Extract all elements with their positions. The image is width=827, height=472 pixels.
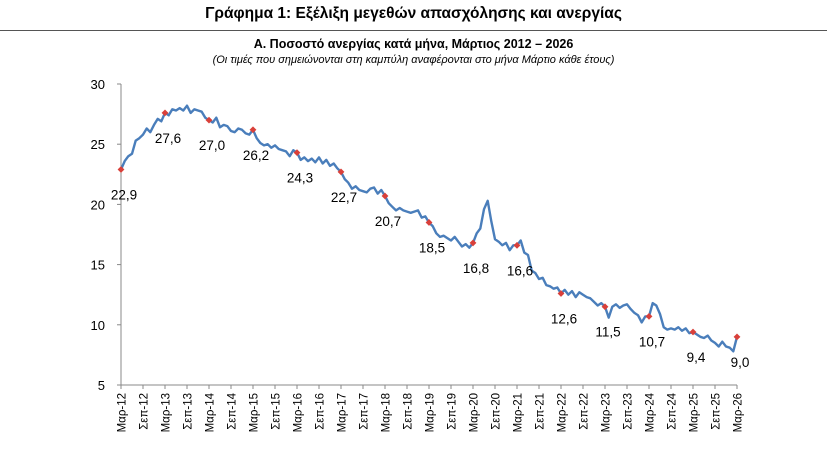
march-point-marker [249,126,257,134]
march-point-marker [645,312,653,320]
march-value-label: 22,9 [111,187,137,202]
chart-title: Α. Ποσοστό ανεργίας κατά μήνα, Μάρτιος 2… [253,37,574,51]
x-tick-label: Μαρ-26 [733,393,745,432]
title-divider [0,30,827,31]
march-point-marker [469,239,477,247]
x-tick-label: Μαρ-21 [513,393,525,432]
march-point-marker [117,166,125,173]
march-value-label: 10,7 [639,334,665,349]
march-value-label: 20,7 [375,214,401,229]
march-point-marker [337,168,345,176]
march-value-label: 26,2 [243,148,269,163]
x-tick-label: Μαρ-24 [645,392,657,432]
x-tick-label: Μαρ-14 [205,392,217,432]
march-value-label: 22,7 [331,190,357,205]
march-value-label: 27,6 [155,131,181,146]
x-tick-label: Σεπ-12 [139,393,151,430]
march-point-marker [689,328,697,336]
x-tick-label: Μαρ-16 [293,393,305,432]
march-value-label: 9,4 [687,350,706,365]
y-tick-label: 20 [91,197,105,212]
x-tick-label: Μαρ-12 [117,393,129,432]
march-value-label: 16,8 [463,261,489,276]
march-point-marker [161,109,169,117]
y-tick-label: 25 [91,137,105,152]
y-tick-label: 5 [98,378,105,393]
x-tick-label: Μαρ-17 [337,393,349,432]
march-point-marker [601,303,609,311]
y-tick-label: 10 [91,318,105,333]
x-tick-label: Μαρ-23 [601,393,613,432]
march-value-label: 12,6 [551,311,577,326]
x-tick-label: Σεπ-15 [271,393,283,430]
x-tick-label: Σεπ-13 [183,393,195,430]
x-tick-label: Μαρ-20 [469,393,481,432]
x-tick-label: Σεπ-16 [315,393,327,430]
x-tick-label: Σεπ-20 [491,393,503,430]
y-tick-label: 15 [91,258,105,273]
x-tick-label: Μαρ-18 [381,393,393,432]
x-tick-label: Σεπ-18 [403,393,415,430]
march-value-label: 9,0 [731,355,750,370]
x-tick-label: Σεπ-21 [535,393,547,430]
x-tick-label: Μαρ-13 [161,393,173,432]
march-value-label: 18,5 [419,240,445,255]
x-tick-label: Σεπ-19 [447,393,459,430]
chart-subtitle: (Οι τιμές που σημειώνονται στη καμπύλη α… [212,54,615,66]
march-value-label: 16,6 [507,263,533,278]
march-point-marker [557,290,565,297]
march-point-marker [513,241,521,249]
march-point-marker [381,192,389,200]
x-tick-label: Σεπ-17 [359,393,371,430]
figure-title: Γράφημα 1: Εξέλιξη μεγεθών απασχόλησης κ… [205,5,622,22]
march-point-marker [293,149,301,157]
march-value-label: 11,5 [595,325,620,340]
march-value-label: 27,0 [199,138,225,153]
x-tick-label: Σεπ-25 [711,393,723,430]
x-tick-label: Μαρ-25 [689,393,701,432]
x-tick-label: Σεπ-23 [623,393,635,430]
march-point-marker [205,116,213,124]
y-tick-label: 30 [91,77,105,92]
x-tick-label: Μαρ-19 [425,393,437,432]
march-point-marker [425,219,433,226]
march-value-label: 24,3 [287,171,313,186]
x-tick-label: Σεπ-22 [579,393,591,430]
x-tick-label: Σεπ-24 [667,392,679,429]
x-tick-label: Μαρ-15 [249,393,261,432]
x-tick-label: Μαρ-22 [557,393,569,432]
march-point-marker [733,333,741,341]
x-tick-label: Σεπ-14 [227,392,239,429]
